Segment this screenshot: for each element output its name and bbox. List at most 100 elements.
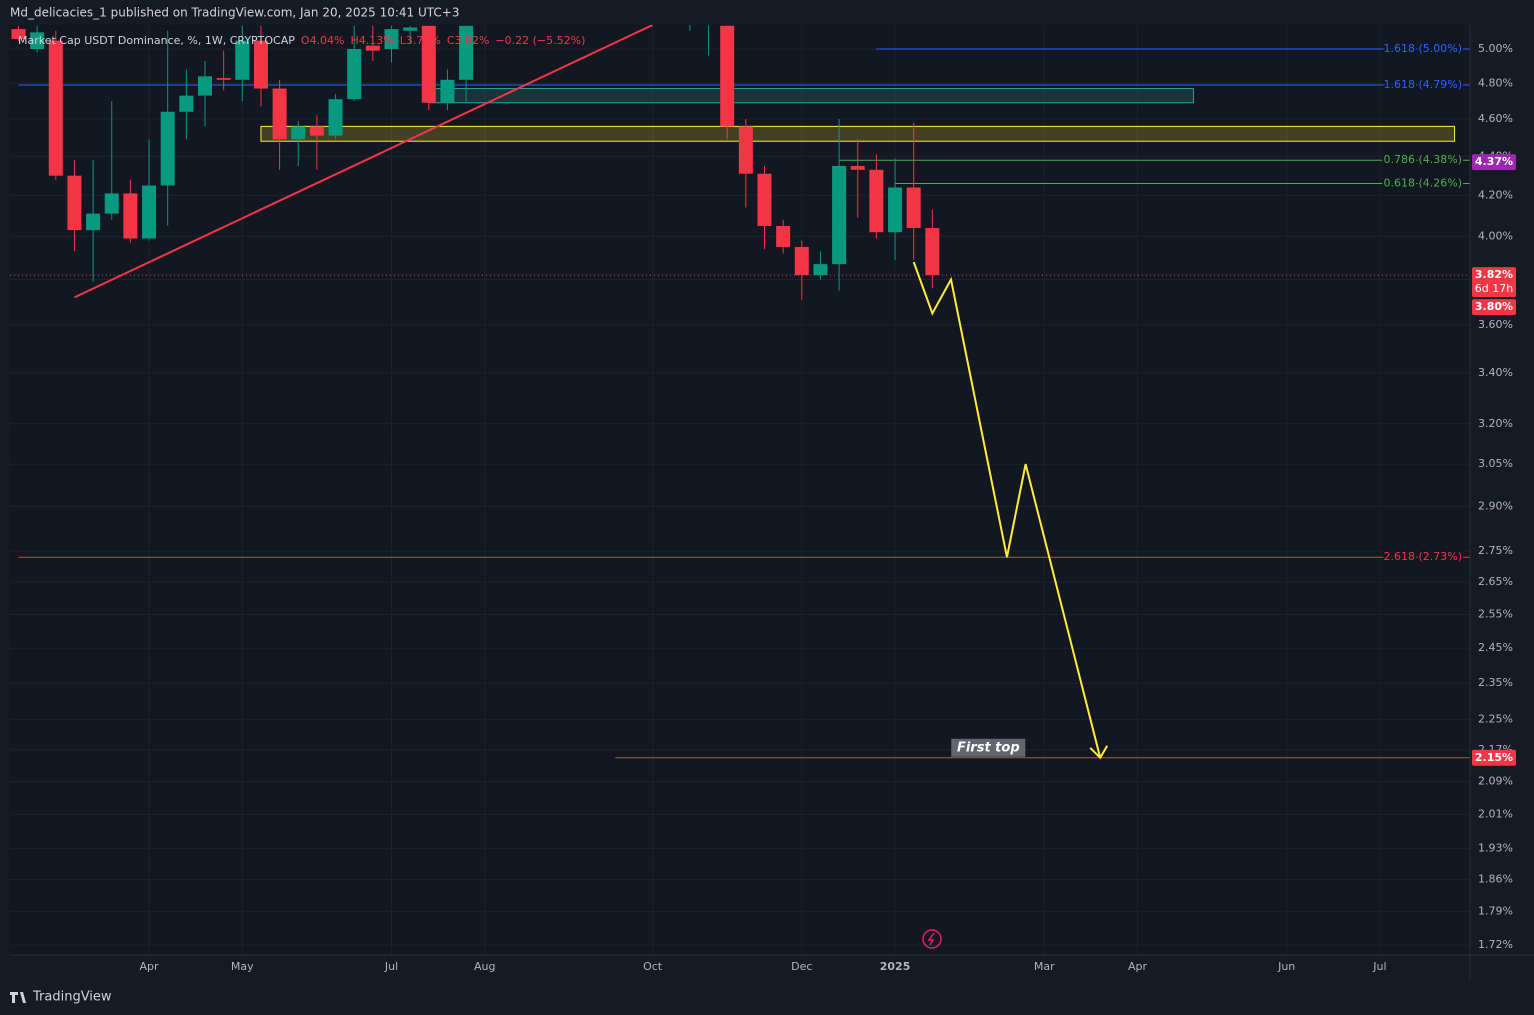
- candle-body: [160, 111, 175, 186]
- x-tick-label: Apr: [1128, 960, 1148, 973]
- brand: TradingView: [32, 990, 112, 1005]
- y-tick-label: 3.60%: [1478, 318, 1513, 331]
- candle-body: [757, 173, 772, 226]
- candle-body: [86, 213, 101, 231]
- price-label-box: [1472, 267, 1516, 298]
- y-tick-label: 5.00%: [1478, 42, 1513, 55]
- y-tick-label: 3.05%: [1478, 457, 1513, 470]
- candle-body: [67, 175, 82, 231]
- price-label: 2.15%: [1475, 751, 1513, 764]
- x-tick-label: Aug: [474, 960, 495, 973]
- x-tick-label: Jul: [1372, 960, 1386, 973]
- candle-body: [403, 27, 418, 31]
- candle-body: [794, 246, 809, 276]
- trendline: [74, 25, 654, 299]
- y-tick-label: 4.80%: [1478, 76, 1513, 89]
- y-tick-label: 1.79%: [1478, 905, 1513, 918]
- brand-logo: [10, 992, 26, 1003]
- candle-body: [309, 126, 324, 136]
- countdown: 6d 17h: [1475, 282, 1513, 295]
- candle-body: [365, 45, 380, 51]
- candle-body: [48, 40, 63, 176]
- candle-body: [104, 193, 119, 214]
- x-tick-label: Jul: [384, 960, 398, 973]
- y-tick-label: 2.35%: [1478, 676, 1513, 689]
- plot: 1.618 (5.00%) 1.618 (4.79%) 0.786 (4.38%) 0…: [10, 25, 1470, 760]
- candle-body: [123, 193, 138, 239]
- legend-title: Market Cap USDT Dominance, %, 1W, CRYPTO…: [18, 34, 295, 47]
- annotation-box: [951, 738, 1026, 757]
- projection-arrowhead: [1089, 745, 1109, 760]
- candle-body: [776, 225, 791, 247]
- candle-body: [272, 88, 287, 140]
- candle-body: [720, 25, 735, 127]
- price-label-box: [1472, 299, 1516, 316]
- price-label-box: [1472, 154, 1516, 171]
- axes: 5.00%4.80%4.60%4.40%4.20%4.00%3.80%3.60%…: [140, 42, 1516, 973]
- fib-level-label: 0.618 (4.26%): [1383, 177, 1462, 190]
- candle-body: [888, 187, 903, 233]
- candle-body: [850, 165, 865, 170]
- candle-body: [459, 25, 474, 80]
- y-tick-label: 2.90%: [1478, 499, 1513, 512]
- candle-body: [328, 99, 343, 136]
- candle-body: [142, 185, 157, 239]
- legend-low: L3.76%: [400, 34, 441, 47]
- price-label: 3.80%: [1475, 300, 1513, 313]
- publisher: Md_delicacies_1 published on TradingView…: [10, 6, 459, 20]
- candle-body: [253, 40, 268, 89]
- candle-body: [30, 32, 45, 50]
- y-tick-label: 3.20%: [1478, 417, 1513, 430]
- plot-area: [10, 25, 1470, 955]
- candle-body: [813, 264, 828, 276]
- x-tick-label: Mar: [1034, 960, 1055, 973]
- fib-level-label: 1.618 (4.79%): [1383, 78, 1462, 91]
- candle-body: [869, 169, 884, 233]
- y-tick-label: 2.65%: [1478, 575, 1513, 588]
- annotation-text: First top: [957, 740, 1020, 755]
- price-label-box: [1472, 749, 1516, 766]
- y-tick-label: 2.01%: [1478, 807, 1513, 820]
- candle-body: [906, 187, 921, 229]
- zone: [428, 88, 1194, 104]
- candle-body: [347, 49, 362, 100]
- legend-change: −0.22 (−5.52%): [495, 34, 585, 47]
- lightning-icon: [922, 929, 942, 949]
- grid: [10, 25, 1470, 955]
- candle-body: [421, 25, 436, 103]
- y-tick-label: 3.40%: [1478, 366, 1513, 379]
- x-tick-label: May: [231, 960, 254, 973]
- candle-body: [738, 126, 753, 174]
- legend-close: C3.82%: [447, 34, 490, 47]
- candle-body: [11, 29, 26, 39]
- legend: Market Cap USDT Dominance, %, 1W, CRYPTO…: [18, 34, 585, 47]
- y-tick-label: 2.25%: [1478, 713, 1513, 726]
- y-tick-label: 2.45%: [1478, 641, 1513, 654]
- candle-body: [235, 40, 250, 80]
- legend-high: H4.13%: [351, 34, 394, 47]
- price-label: 4.37%: [1475, 155, 1513, 168]
- y-tick-label: 2.55%: [1478, 607, 1513, 620]
- x-tick-label: Apr: [140, 960, 160, 973]
- y-tick-label: 4.20%: [1478, 188, 1513, 201]
- x-tick-label: Oct: [643, 960, 663, 973]
- price-label: 3.82%: [1475, 268, 1513, 281]
- y-tick-label: 1.93%: [1478, 841, 1513, 854]
- candle-body: [440, 79, 455, 103]
- fib-level-label: 1.618 (5.00%): [1383, 42, 1462, 55]
- fib-level-label: 0.786 (4.38%): [1383, 153, 1462, 166]
- y-tick-label: 4.00%: [1478, 229, 1513, 242]
- x-tick-label: Jun: [1277, 960, 1295, 973]
- zone: [260, 125, 1456, 142]
- y-tick-label: 2.09%: [1478, 775, 1513, 788]
- candle-body: [198, 76, 212, 96]
- legend-open: O4.04%: [301, 34, 345, 47]
- candle-body: [384, 29, 399, 50]
- candle-body: [925, 228, 940, 276]
- fib-level-label: 2.618 (2.73%): [1383, 550, 1462, 563]
- y-tick-label: 1.86%: [1478, 872, 1513, 885]
- candle-body: [216, 78, 231, 80]
- y-tick-label: 4.60%: [1478, 112, 1513, 125]
